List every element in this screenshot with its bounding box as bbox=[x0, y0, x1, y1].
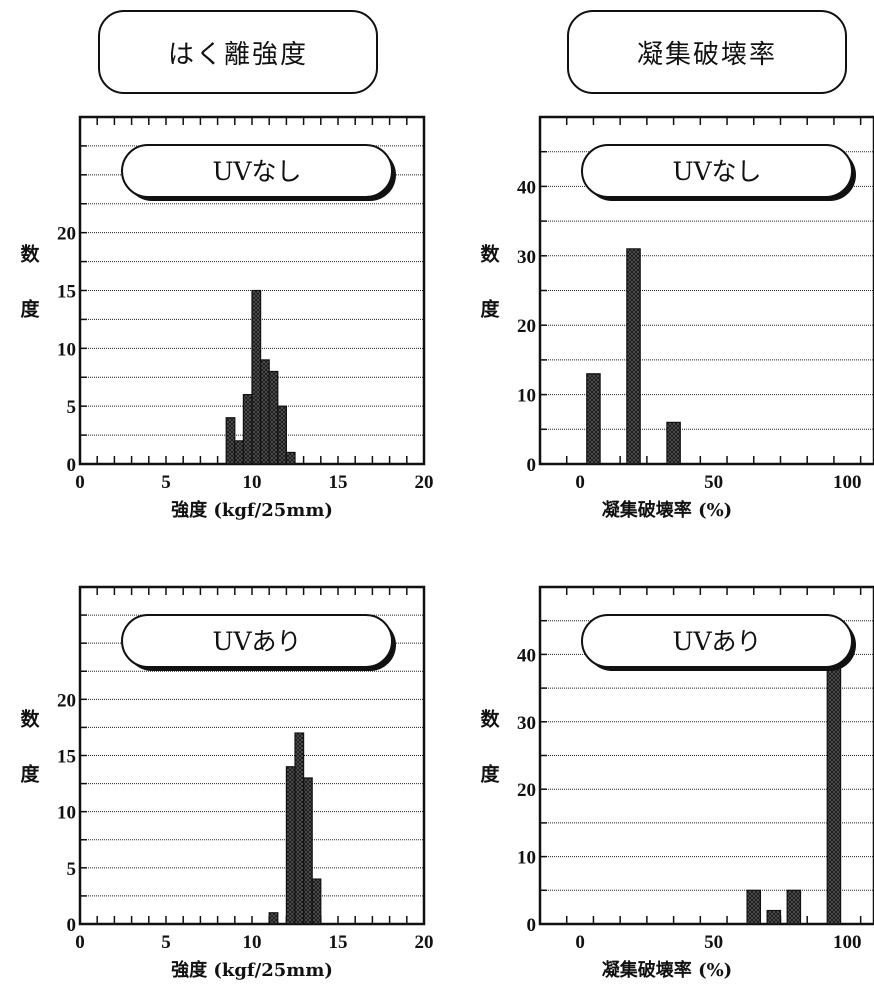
uv-none-failure-ytick-label: 30 bbox=[517, 247, 536, 268]
header-cohesive-failure-rate: 凝集破壊率 bbox=[567, 10, 847, 94]
uv-yes-failure-bar bbox=[786, 889, 802, 925]
uv-yes-strength-legend-box bbox=[121, 614, 393, 668]
uv-yes-strength-xtick-label: 0 bbox=[75, 932, 85, 953]
uv-none-strength-bar bbox=[242, 394, 253, 465]
uv-yes-failure-ytick-label: 30 bbox=[517, 713, 536, 734]
uv-yes-strength-bar bbox=[311, 878, 322, 925]
uv-yes-strength-legend-label: UVあり bbox=[212, 627, 301, 656]
uv-yes-strength-xlabel: 強度 (kgf/25mm) bbox=[171, 959, 333, 981]
uv-none-strength-xtick-label: 10 bbox=[243, 472, 262, 493]
uv-none-strength-legend-label: UVなし bbox=[212, 157, 301, 186]
uv-yes-strength-bar bbox=[303, 777, 313, 925]
uv-none-failure-bar bbox=[586, 373, 601, 465]
uv-yes-strength-ylabel-char: 数 bbox=[20, 708, 40, 731]
uv-none-failure-bar bbox=[626, 248, 641, 465]
uv-yes-strength-xtick-label: 20 bbox=[415, 932, 434, 953]
uv-none-failure-ylabel-char: 度 bbox=[480, 298, 500, 321]
uv-none-failure-xlabel: 凝集破壊率 (%) bbox=[602, 499, 732, 521]
uv-none-failure-xtick-label: 100 bbox=[833, 472, 862, 493]
uv-none-strength-ytick-label: 10 bbox=[57, 339, 76, 360]
uv-yes-failure-xtick-label: 50 bbox=[704, 932, 723, 953]
uv-yes-failure-xlabel: 凝集破壊率 (%) bbox=[602, 959, 732, 981]
uv-none-strength-legend-box bbox=[121, 144, 393, 198]
uv-yes-failure-ytick-label: 0 bbox=[527, 915, 537, 936]
uv-yes-failure-legend-label: UVあり bbox=[672, 627, 761, 656]
uv-none-strength-xtick-label: 15 bbox=[329, 472, 348, 493]
uv-none-strength-ytick-label: 5 bbox=[67, 397, 77, 418]
uv-yes-failure-bar bbox=[766, 909, 782, 925]
uv-none-failure-ytick-label: 10 bbox=[517, 386, 536, 407]
uv-yes-strength-ytick-label: 10 bbox=[57, 803, 76, 824]
uv-yes-failure-bar bbox=[746, 889, 762, 925]
uv-yes-strength-ytick-label: 0 bbox=[67, 915, 77, 936]
uv-yes-failure-legend-box bbox=[581, 614, 853, 668]
uv-none-failure-ytick-label: 20 bbox=[517, 316, 536, 337]
uv-yes-strength-bar bbox=[294, 732, 305, 925]
uv-none-failure-ylabel-char: 数 bbox=[480, 243, 500, 266]
uv-none-strength-ytick-label: 0 bbox=[67, 455, 77, 476]
uv-none-failure-bar bbox=[666, 421, 681, 465]
uv-none-strength-xtick-label: 0 bbox=[75, 472, 85, 493]
uv-none-strength-bar bbox=[268, 370, 279, 465]
uv-yes-strength-xtick-label: 15 bbox=[329, 932, 348, 953]
uv-none-strength-xtick-label: 20 bbox=[415, 472, 434, 493]
uv-none-failure-legend-box bbox=[581, 144, 853, 198]
uv-none-failure-xtick-label: 50 bbox=[704, 472, 723, 493]
uv-none-strength-ylabel-char: 数 bbox=[20, 243, 40, 266]
uv-yes-failure-bar bbox=[826, 667, 842, 925]
uv-none-strength-ylabel-char: 度 bbox=[20, 298, 40, 321]
uv-none-failure-legend-label: UVなし bbox=[672, 157, 761, 186]
uv-yes-failure-ytick-label: 20 bbox=[517, 780, 536, 801]
uv-yes-failure-xtick-label: 100 bbox=[833, 932, 862, 953]
uv-none-failure-xtick-label: 0 bbox=[575, 472, 585, 493]
uv-yes-strength-ylabel-char: 度 bbox=[20, 763, 40, 786]
uv-yes-strength-ytick-label: 20 bbox=[57, 690, 76, 711]
uv-none-strength-xlabel: 強度 (kgf/25mm) bbox=[171, 499, 333, 521]
uv-none-strength-ytick-label: 20 bbox=[57, 224, 76, 245]
uv-none-strength-xtick-label: 5 bbox=[161, 472, 171, 493]
uv-none-strength-bar bbox=[260, 359, 270, 465]
uv-yes-failure-ylabel-char: 数 bbox=[480, 708, 500, 731]
uv-yes-failure-xtick-label: 0 bbox=[575, 932, 585, 953]
uv-none-failure-ytick-label: 40 bbox=[517, 177, 536, 198]
uv-yes-strength-xtick-label: 10 bbox=[243, 932, 262, 953]
uv-yes-failure-ytick-label: 10 bbox=[517, 848, 536, 869]
uv-yes-strength-ytick-label: 5 bbox=[67, 859, 77, 880]
uv-none-strength-bar bbox=[251, 289, 262, 465]
uv-none-strength-ytick-label: 15 bbox=[57, 282, 76, 303]
uv-yes-strength-bar bbox=[285, 766, 296, 925]
uv-none-strength-bar bbox=[225, 417, 236, 465]
uv-yes-strength-bar bbox=[268, 912, 279, 925]
uv-none-failure-ytick-label: 0 bbox=[527, 455, 537, 476]
uv-none-strength-bar bbox=[277, 405, 287, 465]
uv-yes-failure-ylabel-char: 度 bbox=[480, 763, 500, 786]
uv-yes-failure-ytick-label: 40 bbox=[517, 645, 536, 666]
uv-yes-strength-xtick-label: 5 bbox=[161, 932, 171, 953]
header-peel-strength: はく離強度 bbox=[98, 10, 378, 94]
uv-none-strength-bar bbox=[234, 440, 245, 465]
uv-none-strength-bar bbox=[285, 451, 296, 465]
uv-yes-strength-ytick-label: 15 bbox=[57, 747, 76, 768]
